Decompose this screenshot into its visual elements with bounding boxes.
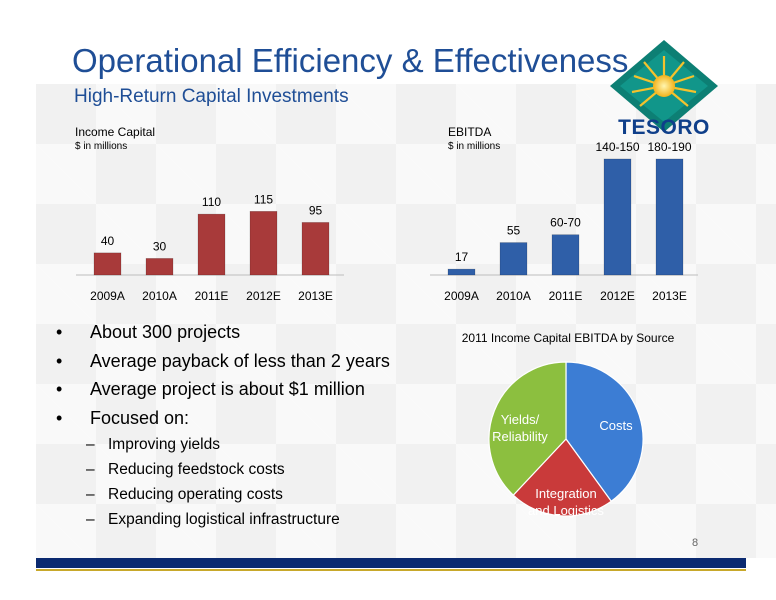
bullet-text: Average payback of less than 2 years — [90, 350, 390, 371]
ebitda-chart: 17 2009A 55 2010A 60-70 2011E 140-150 2012E 180-… — [430, 140, 698, 303]
bar-2009a — [93, 252, 122, 276]
bar-value-label: 95 — [309, 203, 323, 217]
bullet-list: • About 300 projects • Average payback of l… — [50, 318, 390, 532]
income-chart-unit: $ in millions — [75, 141, 128, 152]
bullet-text: Reducing feedstock costs — [108, 461, 285, 478]
dash-marker: – — [86, 436, 95, 453]
bar-value-label: 110 — [202, 195, 221, 209]
bar-value-label: 60-70 — [550, 216, 581, 230]
bullet-item: • Focused on: — [50, 404, 390, 433]
pie-slice-label: Yields/Reliability — [492, 412, 548, 444]
bullet-text: Focused on: — [90, 407, 190, 428]
bullet-marker: • — [56, 322, 63, 342]
bullet-text: Expanding logistical infrastructure — [108, 511, 340, 528]
pie-slice-label: Integration and Logistics — [528, 486, 604, 518]
sub-bullet-item: – Reducing operating costs — [50, 482, 390, 507]
bar-value-label: 115 — [254, 192, 273, 206]
bullet-item: • Average project is about $1 million — [50, 375, 390, 404]
x-tick-label: 2012E — [246, 289, 281, 303]
x-tick-label: 2013E — [298, 289, 333, 303]
x-tick-label: 2009A — [90, 289, 125, 303]
dash-marker: – — [86, 486, 95, 503]
dash-marker: – — [86, 461, 95, 478]
bar-2009a — [447, 268, 476, 276]
bullet-text: Improving yields — [108, 436, 220, 453]
pie-chart-title: 2011 Income Capital EBITDA by Source — [461, 331, 675, 345]
x-tick-label: 2012E — [600, 289, 635, 303]
pie-slice-label: Costs — [599, 418, 633, 433]
x-tick-label: 2010A — [142, 289, 177, 303]
x-tick-label: 2013E — [652, 289, 687, 303]
page-title: Operational Efficiency & Effectiveness — [72, 42, 629, 79]
bar-value-label: 30 — [153, 239, 167, 253]
bar-2013e — [655, 158, 684, 276]
page-subtitle: High-Return Capital Investments — [74, 86, 349, 107]
bar-2012e — [249, 211, 278, 276]
bar-2012e — [603, 158, 632, 276]
bar-2013e — [301, 222, 330, 276]
bar-2010a — [145, 258, 174, 276]
x-tick-label: 2009A — [444, 289, 479, 303]
bullet-item: • Average payback of less than 2 years — [50, 347, 390, 376]
bullet-marker: • — [56, 407, 63, 428]
ebitda-chart-title: EBITDA — [448, 125, 492, 139]
tesoro-logo-icon — [610, 40, 718, 132]
bar-value-label: 17 — [455, 250, 469, 264]
bar-value-label: 140-150 — [595, 140, 639, 154]
income-chart-title: Income Capital — [75, 125, 156, 139]
bullet-text: Average project is about $1 million — [90, 379, 365, 399]
bar-2011e — [197, 213, 226, 276]
slide-background — [36, 84, 776, 558]
bullet-text: Reducing operating costs — [108, 486, 283, 503]
sub-bullet-item: – Improving yields — [50, 432, 390, 457]
bar-2010a — [499, 242, 528, 276]
bullet-marker: • — [56, 379, 63, 399]
bar-value-label: 40 — [101, 234, 115, 248]
source-pie-chart: Costs Integration and Logistics Yields/Reli… — [488, 361, 644, 518]
logo-wordmark: TESORO — [618, 116, 710, 139]
sub-bullet-item: – Reducing feedstock costs — [50, 457, 390, 482]
pie-slice-yields — [488, 361, 567, 496]
bullet-text: About 300 projects — [90, 322, 241, 342]
x-tick-label: 2010A — [496, 289, 531, 303]
sub-bullet-item: – Expanding logistical infrastructure — [50, 507, 390, 532]
bar-2011e — [551, 234, 580, 276]
pie-slice-integration — [512, 438, 613, 517]
x-tick-label: 2011E — [549, 289, 583, 303]
dash-marker: – — [86, 511, 95, 528]
bullet-marker: • — [56, 350, 63, 371]
bullet-item: • About 300 projects — [50, 318, 390, 347]
page-number: 8 — [692, 537, 699, 549]
x-tick-label: 2011E — [195, 289, 229, 303]
footer-accent-line — [36, 569, 746, 571]
bar-value-label: 180-190 — [647, 140, 691, 154]
ebitda-chart-unit: $ in millions — [448, 141, 501, 152]
income-capital-chart: 40 2009A 30 2010A 110 2011E 115 2012E 95 2013E — [76, 192, 344, 303]
footer-bar — [36, 558, 746, 568]
bar-value-label: 55 — [507, 224, 521, 238]
pie-slice-costs — [565, 361, 644, 503]
